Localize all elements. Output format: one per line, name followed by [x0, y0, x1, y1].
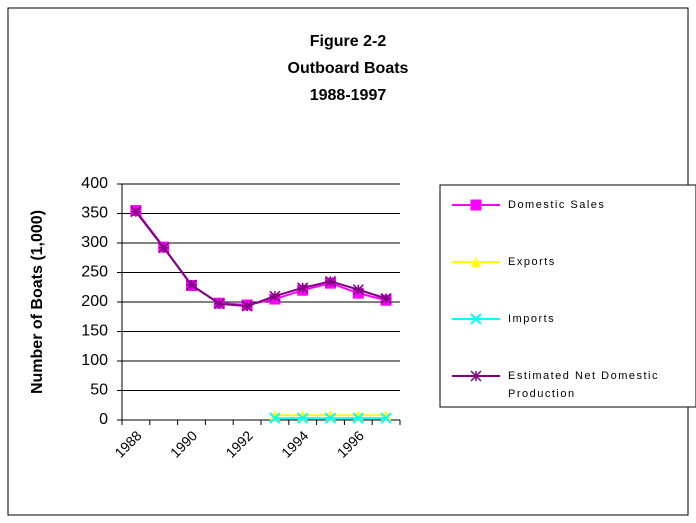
legend-label: Imports [508, 313, 555, 325]
y-tick-label: 0 [99, 411, 108, 428]
data-point [324, 412, 337, 424]
data-point [269, 412, 281, 424]
data-point [324, 275, 337, 287]
legend-label: Estimated Net Domestic Production [508, 370, 659, 400]
chart-title: 1988-1997 [310, 87, 387, 104]
legend-label: Domestic Sales [508, 199, 605, 211]
data-point [297, 282, 309, 294]
data-point [352, 284, 364, 296]
data-point [185, 279, 198, 291]
legend-box [439, 184, 696, 408]
legend-label: Exports [508, 256, 556, 268]
legend-marker [470, 313, 482, 325]
y-tick-label: 150 [81, 323, 108, 340]
y-tick-label: 300 [81, 234, 108, 251]
data-point [296, 412, 309, 424]
legend-marker [470, 199, 482, 211]
data-point [241, 300, 253, 312]
data-point [380, 412, 392, 424]
legend-marker [470, 370, 482, 382]
y-tick-label: 200 [81, 293, 108, 310]
data-point [158, 242, 170, 254]
y-tick-label: 100 [81, 352, 108, 369]
chart-title: Figure 2-2 [310, 33, 387, 50]
data-point [380, 292, 392, 304]
chart-title: Outboard Boats [288, 60, 409, 77]
data-point [352, 412, 365, 424]
y-tick-label: 350 [81, 205, 108, 222]
data-point [213, 298, 225, 310]
legend-marker [471, 257, 481, 267]
data-point [269, 290, 281, 302]
series-line [135, 211, 387, 308]
y-tick-label: 400 [81, 175, 108, 192]
data-point [130, 206, 142, 218]
y-tick-label: 250 [81, 264, 108, 281]
y-axis-label: Number of Boats (1,000) [29, 210, 46, 394]
y-tick-label: 50 [90, 382, 108, 399]
